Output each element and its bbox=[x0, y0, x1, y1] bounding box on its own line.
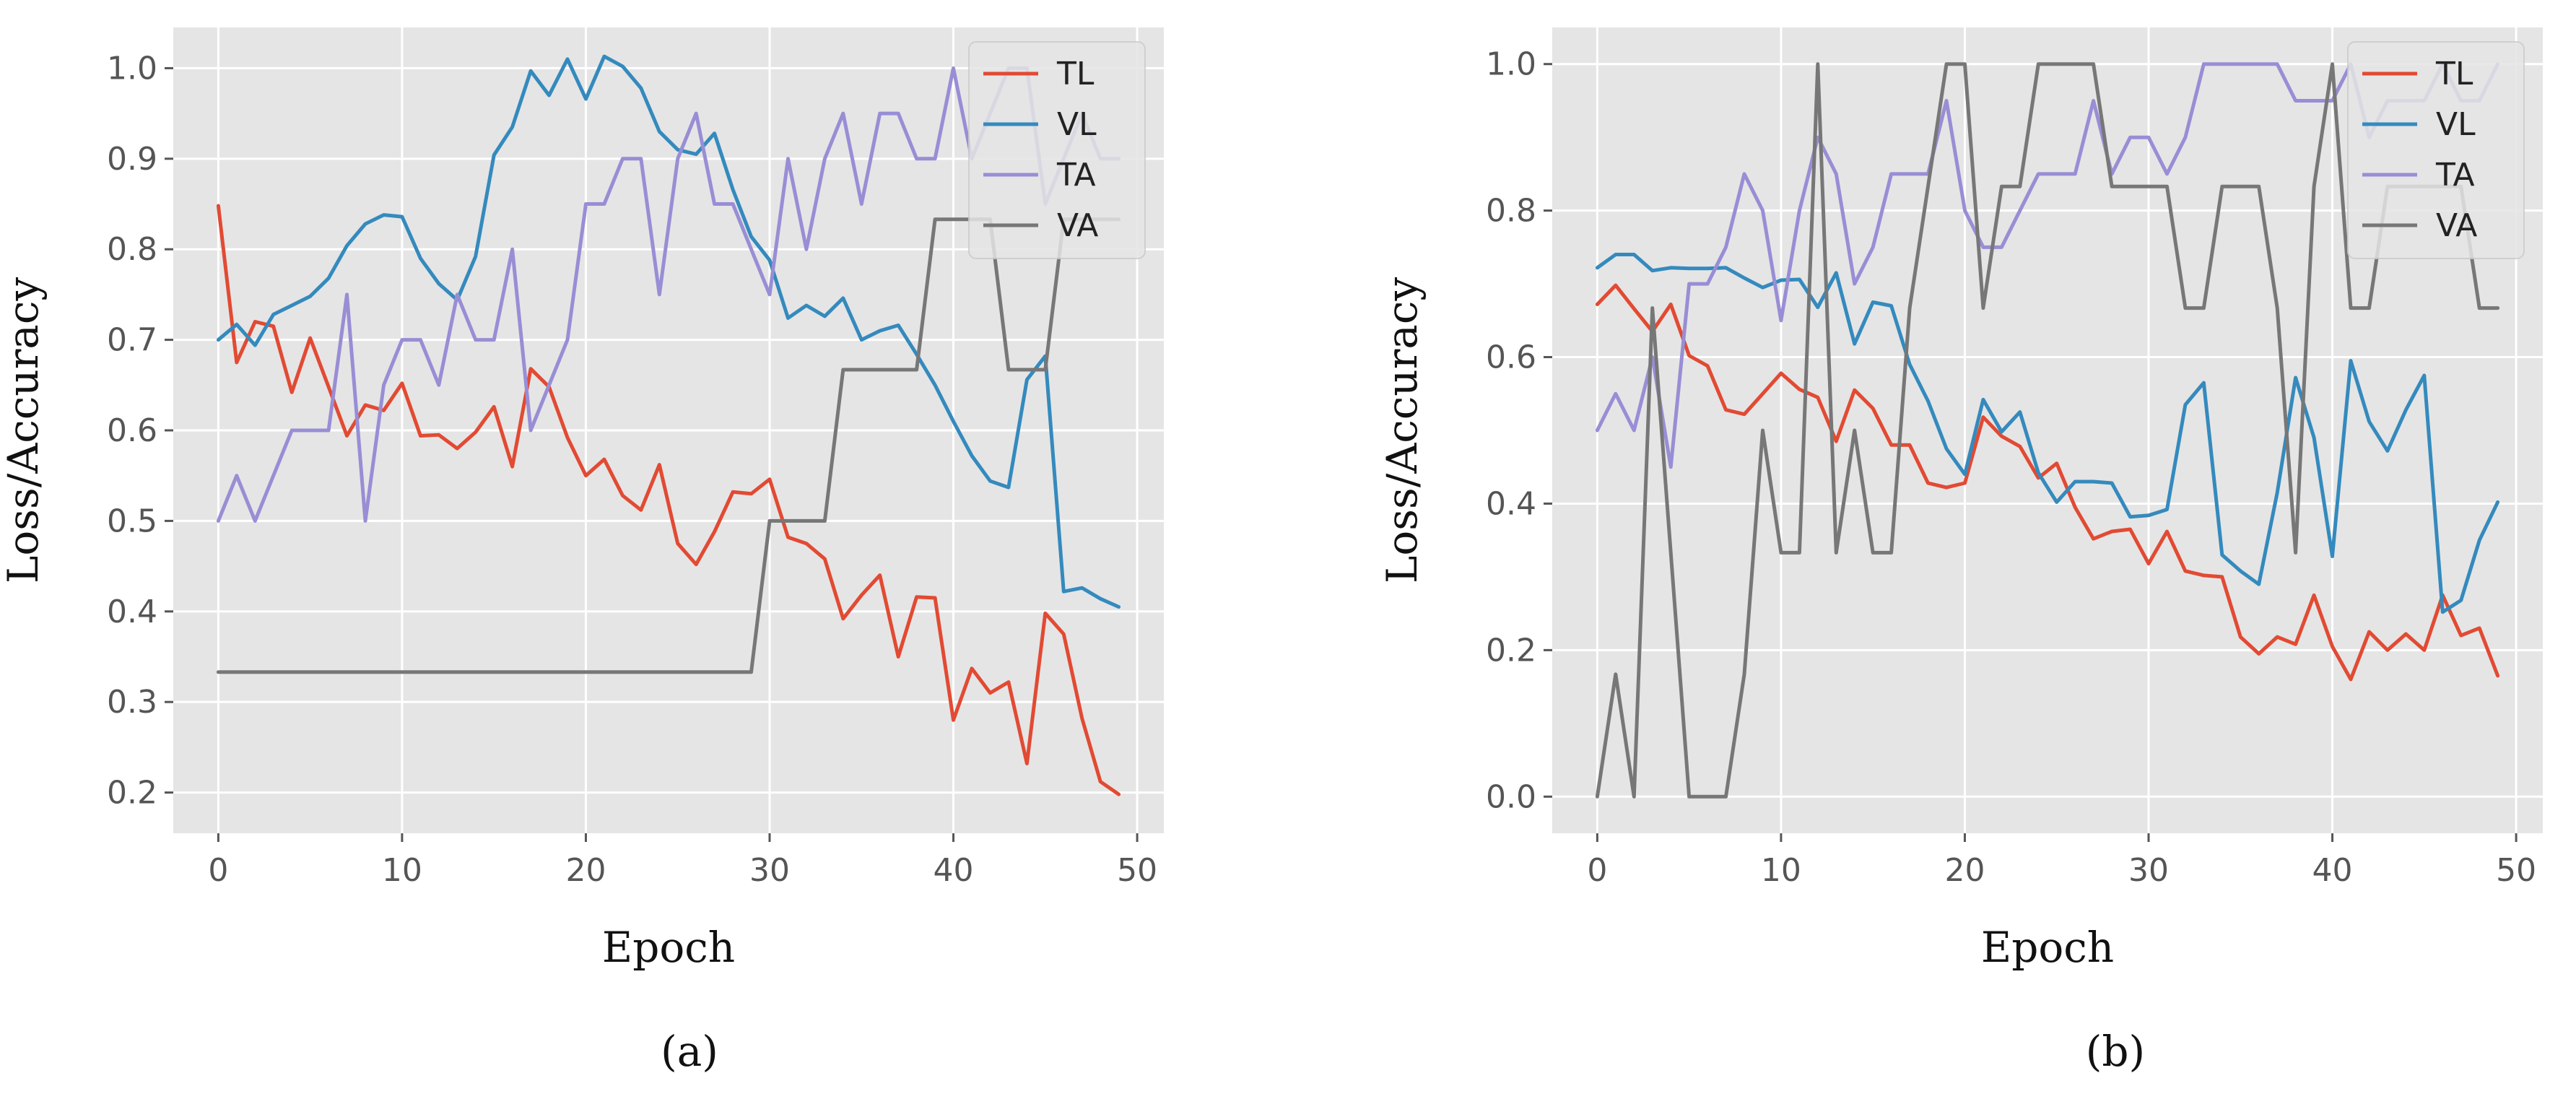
x-axis-label: Epoch bbox=[602, 923, 735, 972]
series-line-vl bbox=[1595, 253, 2500, 614]
legend-label-ta: TA bbox=[2435, 157, 2475, 194]
panel-caption: (b) bbox=[2086, 1027, 2145, 1076]
y-tick-label: 0.5 bbox=[107, 503, 157, 539]
x-tick-label: 10 bbox=[1761, 852, 1801, 889]
chart-panel-0: 0 10 20 30 40 50 0.2 0.3 0.4 0.5 0.6 0.7 0.8 0.9 1.0 TL… bbox=[0, 27, 1164, 1076]
x-tick-label: 50 bbox=[1117, 852, 1157, 889]
series-line-vl bbox=[216, 54, 1121, 609]
x-tick-label: 0 bbox=[208, 852, 228, 889]
y-tick-label: 0.0 bbox=[1486, 778, 1536, 815]
y-tick-label: 0.2 bbox=[107, 775, 157, 812]
x-tick-label: 0 bbox=[1587, 852, 1607, 889]
y-tick-label: 0.7 bbox=[107, 322, 157, 359]
legend-label-tl: TL bbox=[1056, 56, 1095, 92]
y-tick-label: 0.8 bbox=[1486, 193, 1536, 230]
legend-label-va: VA bbox=[1057, 207, 1098, 244]
legend-box bbox=[968, 41, 1146, 259]
y-tick-label: 1.0 bbox=[1486, 46, 1536, 83]
y-tick-label: 0.3 bbox=[107, 684, 157, 721]
legend-box bbox=[2347, 41, 2525, 259]
series-line-tl bbox=[1595, 283, 2500, 682]
legend-label-vl: VL bbox=[2436, 106, 2476, 143]
y-tick-label: 0.4 bbox=[107, 594, 157, 630]
x-tick-label: 20 bbox=[565, 852, 606, 889]
series-line-va bbox=[1595, 62, 2500, 799]
series-line-tl bbox=[216, 204, 1121, 796]
chart-panel-1: 0 10 20 30 40 50 0.0 0.2 0.4 0.6 0.8 1.0 TL VL TA VA Epo… bbox=[1378, 27, 2543, 1076]
legend: TL VL TA VA bbox=[968, 41, 1146, 259]
x-tick-label: 40 bbox=[934, 852, 974, 889]
y-tick-label: 0.4 bbox=[1486, 485, 1536, 522]
x-tick-label: 20 bbox=[1944, 852, 1985, 889]
x-tick-label: 40 bbox=[2312, 852, 2353, 889]
x-axis-label: Epoch bbox=[1981, 923, 2114, 972]
y-tick-label: 0.9 bbox=[107, 141, 157, 178]
y-tick-label: 0.6 bbox=[107, 412, 157, 449]
y-axis-label: Loss/Accuracy bbox=[1378, 277, 1427, 584]
x-tick-label: 50 bbox=[2496, 852, 2536, 889]
y-tick-label: 0.6 bbox=[1486, 339, 1536, 376]
y-axis-label: Loss/Accuracy bbox=[0, 277, 48, 584]
legend-label-ta: TA bbox=[1056, 157, 1096, 194]
legend: TL VL TA VA bbox=[2347, 41, 2525, 259]
y-tick-label: 0.2 bbox=[1486, 632, 1536, 669]
x-tick-label: 30 bbox=[749, 852, 790, 889]
y-tick-label: 0.8 bbox=[107, 231, 157, 268]
y-tick-label: 1.0 bbox=[107, 50, 157, 87]
x-tick-label: 30 bbox=[2128, 852, 2169, 889]
panel-caption: (a) bbox=[661, 1027, 718, 1076]
legend-label-vl: VL bbox=[1057, 106, 1097, 143]
x-tick-label: 10 bbox=[382, 852, 422, 889]
legend-label-va: VA bbox=[2436, 207, 2477, 244]
legend-label-tl: TL bbox=[2435, 56, 2473, 92]
